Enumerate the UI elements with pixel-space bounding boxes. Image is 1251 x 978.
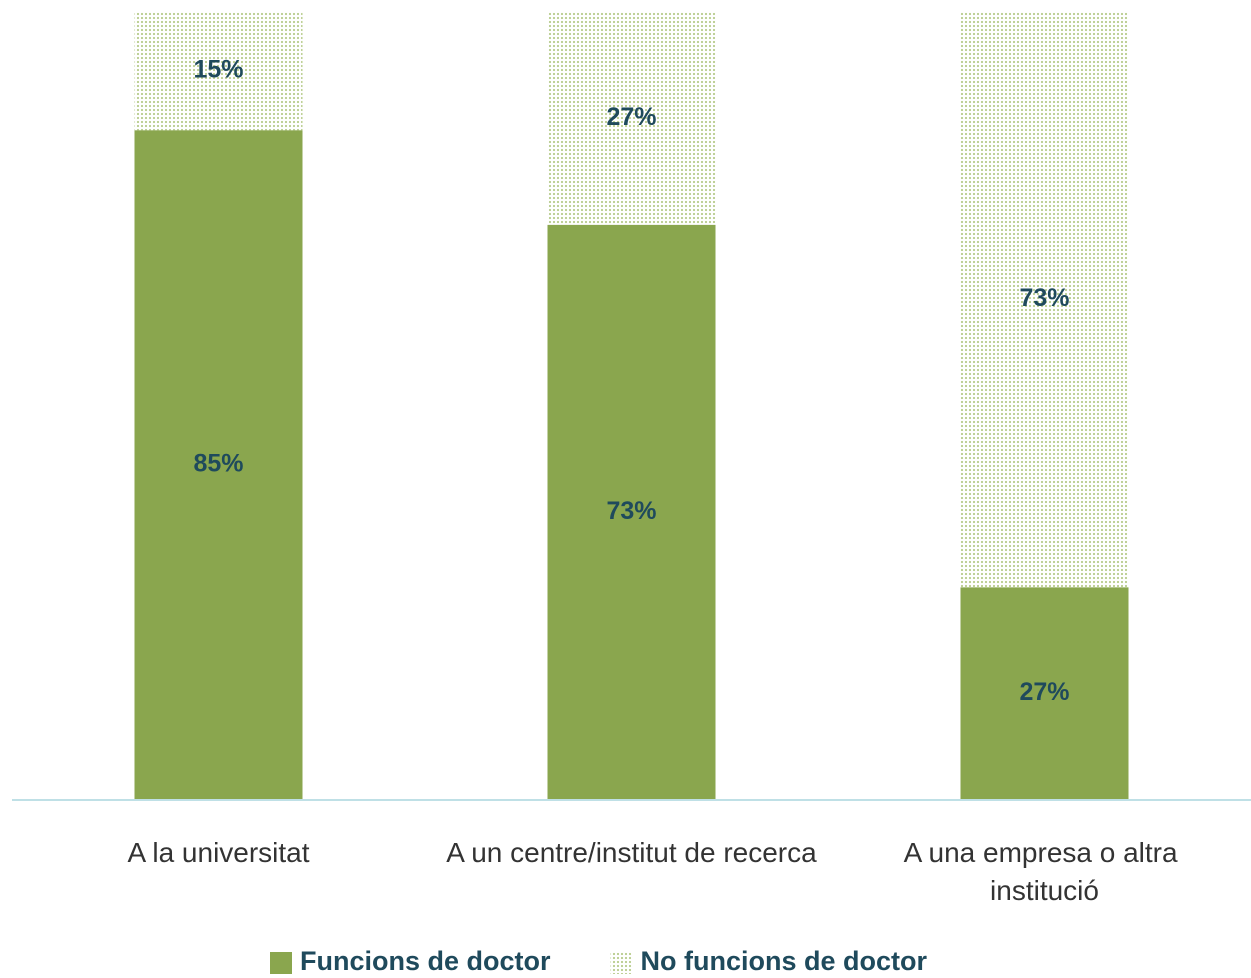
- bar-segment: [134, 12, 303, 131]
- bar-segment: [547, 12, 716, 225]
- data-label: 27%: [606, 103, 656, 131]
- bar-segment: [134, 130, 303, 800]
- data-label: 73%: [606, 497, 656, 525]
- x-tick-label: A un centre/institut de recerca: [446, 837, 817, 868]
- data-label: 85%: [193, 450, 243, 478]
- bar-segment: [960, 12, 1129, 588]
- legend-swatch: [270, 952, 292, 974]
- data-label: 27%: [1019, 678, 1069, 706]
- legend-label: No funcions de doctor: [641, 946, 928, 976]
- legend-label: Funcions de doctor: [300, 946, 551, 976]
- bar-segment: [960, 587, 1129, 800]
- x-tick-label: A la universitat: [127, 837, 309, 868]
- x-tick-label: A una empresa o altra institució: [904, 837, 1186, 906]
- data-label: 73%: [1019, 284, 1069, 312]
- bar-segment: [547, 224, 716, 800]
- data-label: 15%: [193, 56, 243, 84]
- legend-swatch: [610, 952, 633, 974]
